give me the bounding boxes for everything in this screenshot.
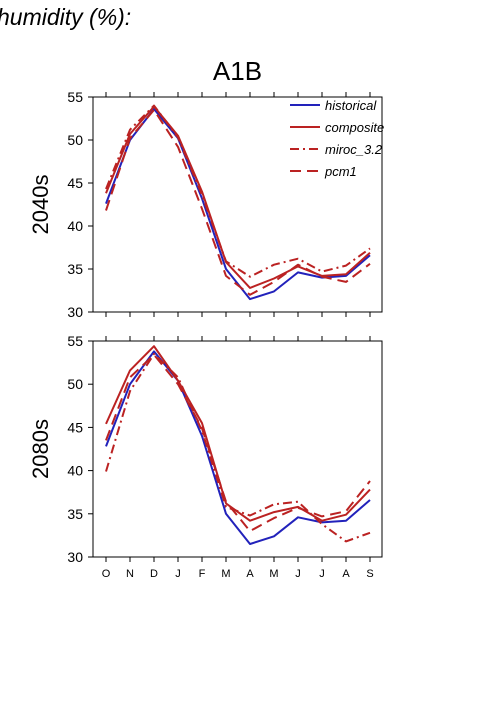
series-line-historical <box>105 350 371 545</box>
panel-label-2080s: 2080s <box>28 419 53 479</box>
ytick-label: 55 <box>67 333 83 349</box>
panel-label-2040s: 2040s <box>28 175 53 235</box>
ytick-label: 50 <box>67 376 83 392</box>
legend-label-historical: historical <box>325 98 377 113</box>
ytick-label: 45 <box>67 175 83 191</box>
panel-frame-2080s <box>92 340 383 558</box>
page-heading: humidity (%): <box>0 4 132 30</box>
ytick-label: 45 <box>67 419 83 435</box>
series-line-pcm1 <box>105 353 371 533</box>
ytick-label: 55 <box>67 89 83 105</box>
ytick-label: 30 <box>67 304 83 320</box>
xtick-label: S <box>366 568 373 580</box>
series-line-miroc_3.2 <box>105 104 371 278</box>
xtick-label: O <box>102 568 111 580</box>
xtick-label: M <box>221 568 230 580</box>
panel-frame-2040s <box>92 96 383 313</box>
series-line-miroc_3.2 <box>105 353 371 543</box>
xtick-label: J <box>295 568 301 580</box>
ytick-label: 50 <box>67 132 83 148</box>
chart-title: A1B <box>213 56 262 86</box>
xtick-label: M <box>269 568 278 580</box>
series-line-pcm1 <box>105 108 371 296</box>
series-line-historical <box>105 108 371 301</box>
ytick-label: 40 <box>67 463 83 479</box>
legend-label-pcm1: pcm1 <box>324 164 357 179</box>
xtick-label: F <box>199 568 206 580</box>
xtick-label: D <box>150 568 158 580</box>
legend-label-miroc_3.2: miroc_3.2 <box>325 142 383 157</box>
ytick-label: 35 <box>67 506 83 522</box>
legend-label-composite: composite <box>325 120 384 135</box>
xtick-label: J <box>319 568 325 580</box>
ytick-label: 40 <box>67 218 83 234</box>
ytick-label: 35 <box>67 261 83 277</box>
xtick-label: J <box>175 568 181 580</box>
xtick-label: A <box>342 568 350 580</box>
series-line-composite <box>105 105 371 289</box>
xtick-label: N <box>126 568 134 580</box>
xtick-label: A <box>246 568 254 580</box>
ytick-label: 30 <box>67 549 83 565</box>
series-line-composite <box>105 345 371 522</box>
